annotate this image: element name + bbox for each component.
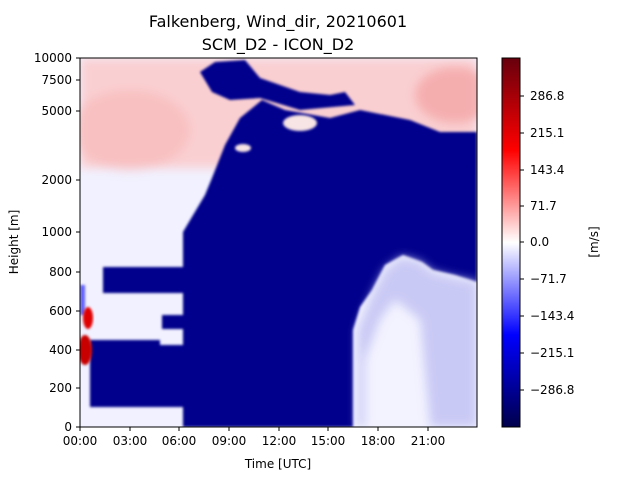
main-negative-block bbox=[183, 100, 477, 427]
positive-core-560m bbox=[83, 307, 93, 329]
x-tick-18: 18:00 bbox=[361, 427, 396, 448]
colorbar-tick-215.1: 215.1 bbox=[520, 126, 564, 140]
colorbar-tick-label-neg286.8: −286.8 bbox=[530, 383, 574, 397]
afternoon-weak-negative bbox=[358, 257, 477, 427]
colorbar-tick-143.4: 143.4 bbox=[520, 163, 564, 177]
white-holes bbox=[235, 115, 317, 152]
y-tick-400: 400 bbox=[49, 343, 80, 357]
white-hole-2 bbox=[235, 144, 251, 152]
colorbar-tick-71.7: 71.7 bbox=[520, 199, 557, 213]
y-tick-0: 0 bbox=[64, 420, 80, 434]
y-axis: 10000 7500 5000 2000 1000 800 600 400 20… bbox=[7, 51, 80, 434]
y-tick-label-800: 800 bbox=[49, 265, 72, 279]
y-tick-7500: 7500 bbox=[41, 73, 80, 87]
y-tick-1000: 1000 bbox=[41, 225, 80, 239]
colorbar-tick-neg215.1: −215.1 bbox=[520, 346, 574, 360]
y-tick-label-400: 400 bbox=[49, 343, 72, 357]
x-tick-21: 21:00 bbox=[411, 427, 446, 448]
colorbar-tick-0.0: 0.0 bbox=[520, 235, 549, 249]
positive-patch-upper-left bbox=[80, 90, 190, 170]
y-tick-label-7500: 7500 bbox=[41, 73, 72, 87]
colorbar-tick-label-neg71.7: −71.7 bbox=[530, 272, 567, 286]
afternoon-bright-zone bbox=[365, 300, 430, 427]
y-axis-label: Height [m] bbox=[7, 210, 21, 275]
x-tick-label-21: 21:00 bbox=[411, 434, 446, 448]
chart-title-line2: SCM_D2 - ICON_D2 bbox=[202, 35, 355, 55]
colorbar-tick-label-286.8: 286.8 bbox=[530, 89, 564, 103]
y-tick-label-0: 0 bbox=[64, 420, 72, 434]
positive-core-400m bbox=[80, 335, 92, 365]
x-axis-label: Time [UTC] bbox=[244, 457, 311, 471]
positive-patch-upper-right bbox=[415, 67, 477, 123]
white-hole-1 bbox=[283, 115, 317, 131]
y-tick-label-2000: 2000 bbox=[41, 173, 72, 187]
y-tick-label-1000: 1000 bbox=[41, 225, 72, 239]
colorbar-tick-label-215.1: 215.1 bbox=[530, 126, 564, 140]
y-tick-label-200: 200 bbox=[49, 381, 72, 395]
x-tick-label-00: 00:00 bbox=[63, 434, 98, 448]
colorbar-tick-label-0.0: 0.0 bbox=[530, 235, 549, 249]
x-tick-label-18: 18:00 bbox=[361, 434, 396, 448]
positive-cores bbox=[80, 307, 93, 365]
colorbar-tick-label-71.7: 71.7 bbox=[530, 199, 557, 213]
y-tick-label-10000: 10000 bbox=[34, 51, 72, 65]
low-negative-band-upper bbox=[90, 340, 160, 350]
negative-blocks bbox=[80, 60, 477, 427]
negative-band-800m bbox=[103, 267, 183, 293]
y-tick-800: 800 bbox=[49, 265, 80, 279]
colorbar-tick-neg143.4: −143.4 bbox=[520, 309, 574, 323]
y-tick-2000: 2000 bbox=[41, 173, 80, 187]
y-tick-10000: 10000 bbox=[34, 51, 80, 65]
x-tick-09: 09:00 bbox=[212, 427, 247, 448]
colorbar-tick-label-neg143.4: −143.4 bbox=[530, 309, 574, 323]
y-tick-5000: 5000 bbox=[41, 104, 80, 118]
y-tick-600: 600 bbox=[49, 304, 80, 318]
x-tick-label-06: 06:00 bbox=[162, 434, 197, 448]
colorbar-tick-label-neg215.1: −215.1 bbox=[530, 346, 574, 360]
y-tick-label-5000: 5000 bbox=[41, 104, 72, 118]
colorbar-tick-neg71.7: −71.7 bbox=[520, 272, 567, 286]
chart-title-line1: Falkenberg, Wind_dir, 20210601 bbox=[149, 12, 407, 32]
x-tick-label-15: 15:00 bbox=[311, 434, 346, 448]
x-tick-12: 12:00 bbox=[262, 427, 297, 448]
low-negative-band bbox=[90, 345, 185, 407]
colorbar-tick-neg286.8: −286.8 bbox=[520, 383, 574, 397]
x-axis: 00:00 03:00 06:00 09:00 12:00 15:00 18:0… bbox=[63, 427, 446, 471]
colorbar: 286.8 215.1 143.4 71.7 0.0 −71.7 −143.4 … bbox=[501, 57, 601, 428]
plot-area bbox=[80, 58, 477, 427]
y-tick-200: 200 bbox=[49, 381, 80, 395]
x-tick-label-03: 03:00 bbox=[113, 434, 148, 448]
colorbar-label: [m/s] bbox=[587, 226, 601, 257]
colorbar-gradient bbox=[501, 57, 521, 428]
negative-band-560m bbox=[162, 315, 204, 329]
colorbar-tick-286.8: 286.8 bbox=[520, 89, 564, 103]
y-tick-label-600: 600 bbox=[49, 304, 72, 318]
colorbar-tick-label-143.4: 143.4 bbox=[530, 163, 564, 177]
x-tick-03: 03:00 bbox=[113, 427, 148, 448]
x-tick-00: 00:00 bbox=[63, 427, 98, 448]
negative-sliver-left bbox=[80, 285, 85, 315]
upper-negative-plume bbox=[200, 60, 355, 110]
x-tick-06: 06:00 bbox=[162, 427, 197, 448]
x-tick-15: 15:00 bbox=[311, 427, 346, 448]
x-tick-label-09: 09:00 bbox=[212, 434, 247, 448]
x-tick-label-12: 12:00 bbox=[262, 434, 297, 448]
